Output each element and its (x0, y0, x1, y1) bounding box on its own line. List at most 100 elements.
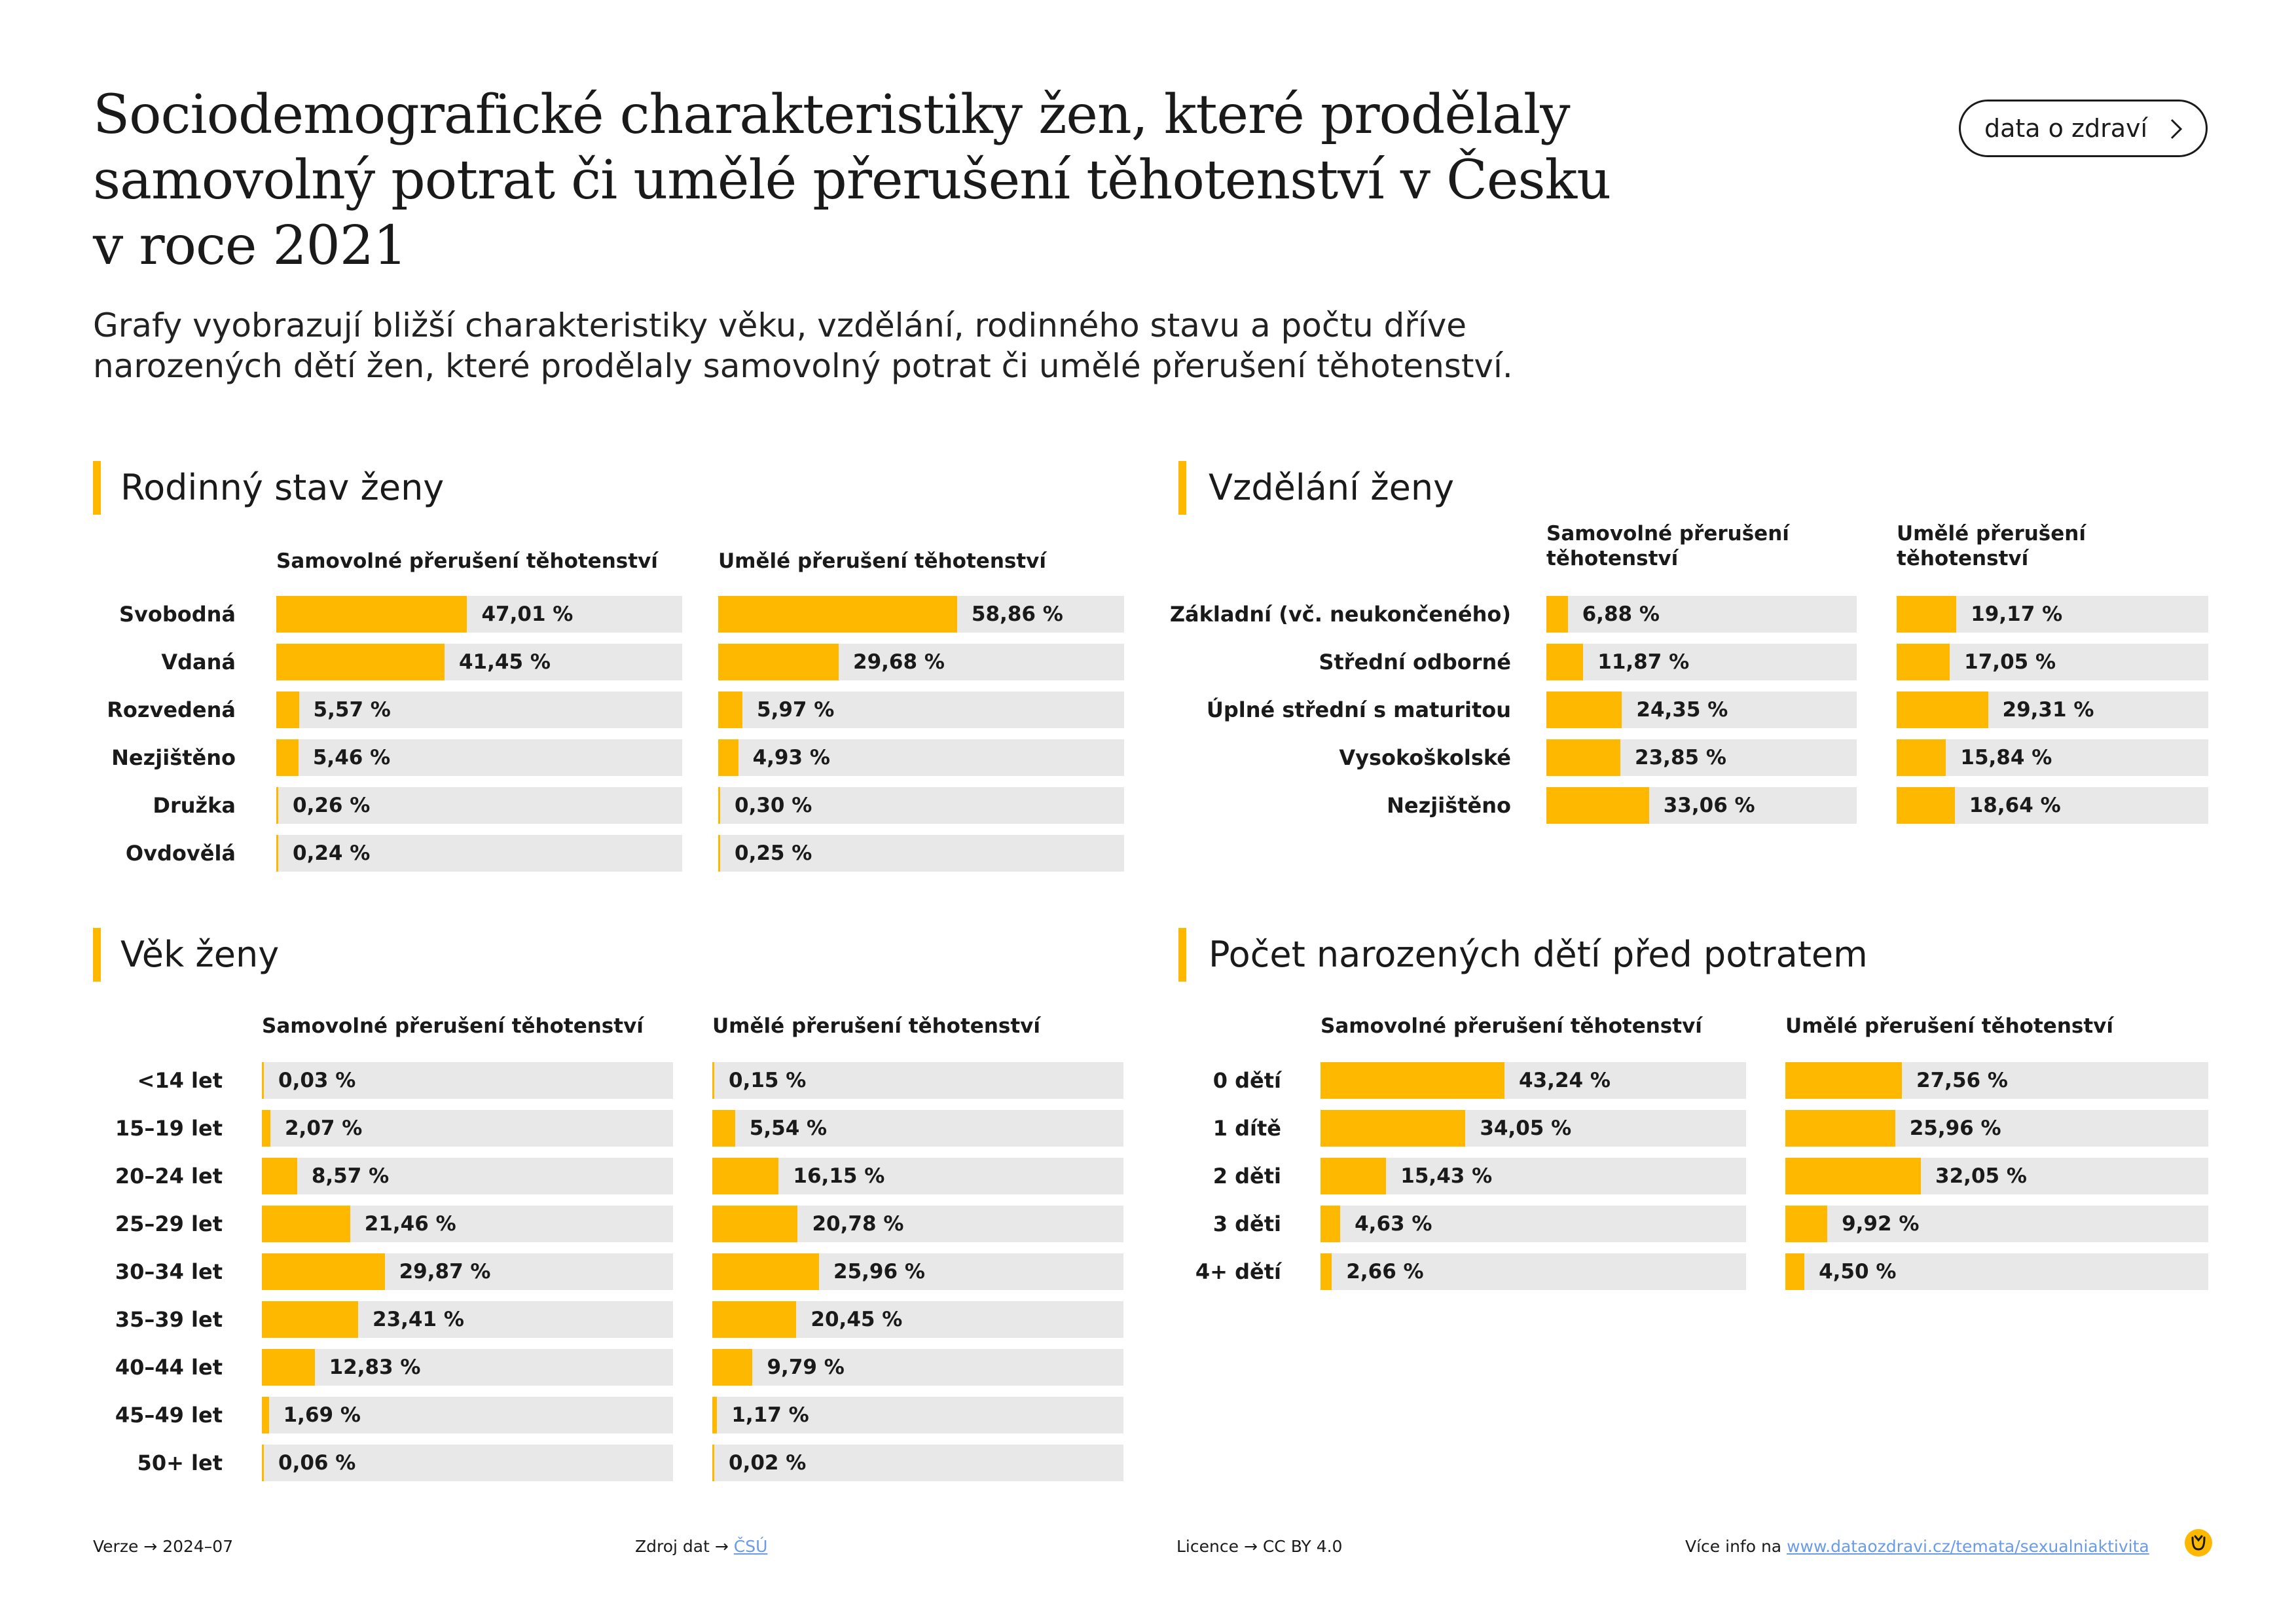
bar-track: 8,57 % (262, 1158, 673, 1194)
bar (1897, 739, 1946, 776)
bar-track: 47,01 % (276, 596, 682, 633)
data-label: 4,63 % (1355, 1212, 1432, 1236)
bar (712, 1397, 718, 1433)
bar-track: 4,50 % (1785, 1253, 2208, 1290)
data-label: 20,78 % (812, 1212, 904, 1236)
section-title: Věk ženy (120, 934, 280, 975)
bar-track: 9,92 % (1785, 1206, 2208, 1242)
bar-track: 0,25 % (718, 835, 1124, 872)
category-label: Střední odborné (1319, 650, 1511, 674)
data-label: 0,24 % (293, 841, 371, 865)
bar (718, 835, 720, 872)
category-label: Nezjištěno (111, 745, 236, 770)
bar-track: 0,02 % (712, 1445, 1123, 1481)
cta-label: data o zdraví (1984, 114, 2148, 143)
series-header: Umělé přerušení těhotenství (1785, 1014, 2113, 1038)
bar-track: 43,24 % (1321, 1062, 1746, 1099)
page-subtitle: Grafy vyobrazují bližší charakteristiky … (93, 306, 1513, 385)
bar-track: 29,68 % (718, 644, 1124, 680)
bar-track: 9,79 % (712, 1349, 1123, 1386)
bar (276, 787, 278, 824)
data-label: 33,06 % (1663, 794, 1755, 817)
bar (262, 1349, 315, 1386)
category-label: Základní (vč. neukončeného) (1169, 602, 1511, 627)
data-label: 29,68 % (853, 650, 945, 674)
bar (1785, 1158, 1922, 1194)
category-label: 4+ dětí (1195, 1259, 1281, 1284)
bar-track: 1,17 % (712, 1397, 1123, 1433)
bar (1321, 1253, 1332, 1290)
source-link[interactable]: ČSÚ (733, 1537, 768, 1556)
data-label: 12,83 % (329, 1356, 421, 1379)
section-title: Počet narozených dětí před potratem (1209, 934, 1868, 975)
bar (276, 692, 299, 728)
bar-track: 33,06 % (1546, 787, 1857, 824)
version-label: Verze (93, 1537, 139, 1556)
category-label: 35–39 let (115, 1307, 223, 1332)
data-label: 18,64 % (1969, 794, 2061, 817)
category-label: 3 děti (1212, 1211, 1281, 1236)
data-label: 27,56 % (1916, 1069, 2008, 1092)
bar-track: 0,15 % (712, 1062, 1123, 1099)
category-label: 25–29 let (115, 1211, 223, 1236)
bar-track: 5,54 % (712, 1110, 1123, 1147)
source-label: Zdroj dat (635, 1537, 710, 1556)
bar (1321, 1206, 1341, 1242)
category-label: 45–49 let (115, 1403, 223, 1428)
data-label: 34,05 % (1480, 1116, 1572, 1140)
data-label: 19,17 % (1971, 602, 2063, 626)
section-title: Vzdělání ženy (1209, 467, 1455, 508)
section-accent-bar (1178, 928, 1186, 982)
bar-track: 23,85 % (1546, 739, 1857, 776)
bar-track: 18,64 % (1897, 787, 2208, 824)
page-title: Sociodemografické charakteristiky žen, k… (93, 84, 1611, 277)
data-label: 0,06 % (278, 1451, 356, 1475)
category-label: Rozvedená (107, 697, 236, 722)
bar (276, 739, 299, 776)
category-label: Ovdovělá (125, 841, 236, 866)
data-label: 11,87 % (1597, 650, 1690, 674)
data-label: 8,57 % (311, 1164, 390, 1188)
bar (1897, 787, 1955, 824)
bar (262, 1206, 350, 1242)
data-label: 0,25 % (735, 841, 812, 865)
bar-track: 5,57 % (276, 692, 682, 728)
bar (1897, 692, 1988, 728)
bar (1546, 596, 1568, 633)
bar-track: 0,03 % (262, 1062, 673, 1099)
data-label: 4,50 % (1819, 1260, 1897, 1283)
bar (718, 644, 839, 680)
bar-track: 0,26 % (276, 787, 682, 824)
more-info-link[interactable]: www.dataozdravi.cz/temata/sexualniaktivi… (1787, 1537, 2149, 1556)
bar (1321, 1110, 1466, 1147)
footer-source: Zdroj dat → ČSÚ (635, 1536, 767, 1557)
data-label: 21,46 % (364, 1212, 456, 1236)
section-accent-bar (93, 928, 101, 982)
version-value: 2024–07 (162, 1537, 234, 1556)
bar (262, 1397, 269, 1433)
category-label: Vdaná (161, 650, 236, 674)
license-label: Licence (1176, 1537, 1239, 1556)
category-label: 1 dítě (1212, 1116, 1281, 1141)
data-o-zdravi-button[interactable]: data o zdraví (1959, 100, 2208, 157)
data-label: 29,31 % (2002, 698, 2094, 722)
bar (1546, 739, 1621, 776)
data-label: 41,45 % (458, 650, 551, 674)
data-label: 5,57 % (313, 698, 391, 722)
arrow-icon: → (143, 1537, 158, 1556)
bar (262, 1445, 264, 1481)
bar (262, 1253, 385, 1290)
data-label: 29,87 % (399, 1260, 491, 1283)
bar-track: 19,17 % (1897, 596, 2208, 633)
data-label: 32,05 % (1935, 1164, 2027, 1188)
data-label: 2,07 % (284, 1116, 363, 1140)
data-label: 5,46 % (312, 746, 391, 769)
bar (712, 1301, 797, 1338)
bar-track: 41,45 % (276, 644, 682, 680)
category-label: 15–19 let (115, 1116, 223, 1141)
category-label: <14 let (137, 1068, 223, 1093)
data-label: 1,17 % (731, 1403, 809, 1427)
bar-track: 20,45 % (712, 1301, 1123, 1338)
bar-track: 5,46 % (276, 739, 682, 776)
data-label: 4,93 % (752, 746, 830, 769)
